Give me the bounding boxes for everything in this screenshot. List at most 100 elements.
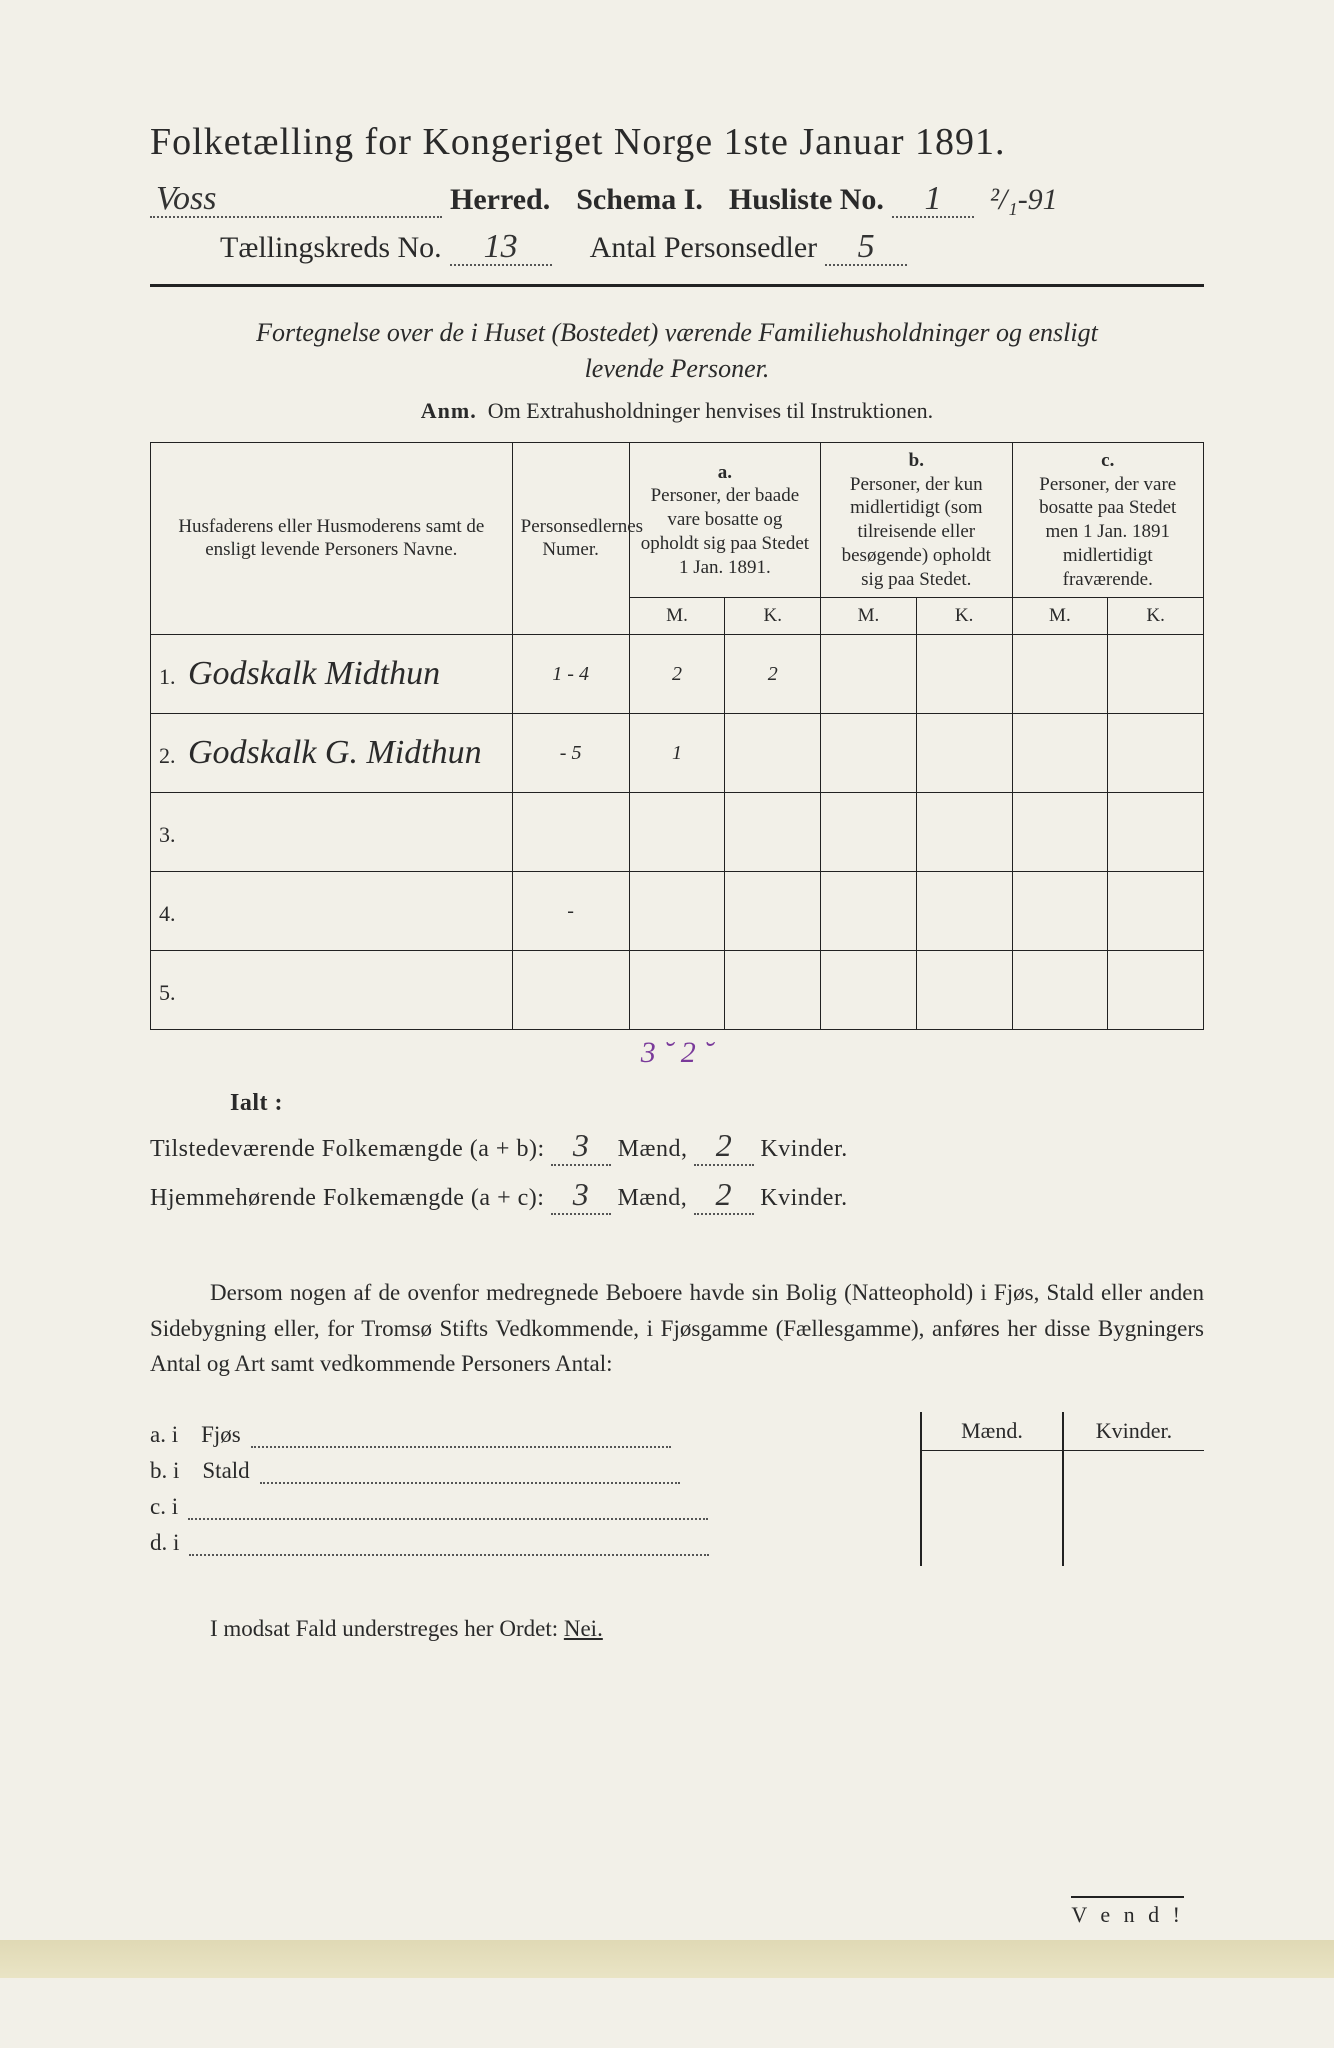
sub-table: a. i Fjøs b. i Stald c. i d. i Mænd. Kvi… <box>150 1412 1204 1566</box>
row-num: 2. <box>159 743 183 769</box>
cell <box>1108 714 1204 793</box>
sub-c-key: c. i <box>150 1494 178 1519</box>
totals-line-1: Tilstedeværende Folkemængde (a + b): 3 M… <box>150 1127 1204 1166</box>
cell <box>916 872 1012 951</box>
cell: 2 <box>725 635 821 714</box>
cell: 2 <box>629 635 725 714</box>
sub-b-key: b. i <box>150 1458 179 1483</box>
ialt-purple: 3 ˘ 2 ˘ <box>150 1036 1204 1070</box>
nei-word: Nei. <box>564 1616 603 1641</box>
sub-maend-header: Mænd. <box>922 1412 1062 1451</box>
antal-value: 5 <box>825 230 907 266</box>
row-name: Godskalk G. Midthun <box>188 734 482 771</box>
table-row: 5. <box>151 951 1204 1030</box>
line2-k: 2 <box>694 1176 754 1215</box>
husliste-label: Husliste No. <box>729 183 884 217</box>
table-row: 1. Godskalk Midthun 1 - 4 2 2 <box>151 635 1204 714</box>
nei-line: I modsat Fald understreges her Ordet: Ne… <box>150 1616 1204 1642</box>
sub-a-label: Fjøs <box>201 1422 241 1447</box>
cell <box>629 872 725 951</box>
husliste-no: 1 <box>892 182 974 218</box>
row-num: 4. <box>159 901 183 927</box>
col-c-header: c. Personer, der vare bosatte paa Stedet… <box>1012 442 1203 598</box>
line2-label: Hjemmehørende Folkemængde (a + c): <box>150 1185 544 1211</box>
census-form-page: Folketælling for Kongeriget Norge 1ste J… <box>0 0 1334 2048</box>
cell <box>916 635 1012 714</box>
cell <box>1108 951 1204 1030</box>
row-name: Godskalk Midthun <box>188 655 440 692</box>
vend-label: V e n d ! <box>1071 1896 1184 1928</box>
dots <box>189 1554 709 1556</box>
table-row: 2. Godskalk G. Midthun - 5 1 <box>151 714 1204 793</box>
cell <box>1108 635 1204 714</box>
schema-label: Schema I. <box>576 183 703 217</box>
c-k: K. <box>1108 598 1204 635</box>
kreds-label: Tællingskreds No. <box>220 231 442 265</box>
row-sedler: 1 - 4 <box>512 635 629 714</box>
sub-row-c: c. i <box>150 1494 920 1520</box>
line1-m: 3 <box>551 1127 611 1166</box>
subtitle-line1: Fortegnelse over de i Huset (Bostedet) v… <box>256 318 1098 347</box>
sub-col-kvinder: Kvinder. <box>1064 1412 1204 1566</box>
col-c-label: c. <box>1101 450 1114 471</box>
c-m: M. <box>1012 598 1108 635</box>
row-sedler <box>512 951 629 1030</box>
sub-b-label: Stald <box>202 1458 249 1483</box>
line1-k: 2 <box>694 1127 754 1166</box>
line2-m: 3 <box>551 1176 611 1215</box>
cell <box>916 951 1012 1030</box>
page-title: Folketælling for Kongeriget Norge 1ste J… <box>150 120 1204 164</box>
sub-kvinder-header: Kvinder. <box>1064 1412 1204 1451</box>
kvinder-label-2: Kvinder. <box>760 1185 847 1211</box>
cell <box>821 714 917 793</box>
date-fraction: ²/₁-91 <box>990 183 1058 217</box>
kreds-no: 13 <box>450 230 552 266</box>
antal-label: Antal Personsedler <box>590 231 817 265</box>
anm-label: Anm. <box>421 398 477 423</box>
sub-a-key: a. i <box>150 1422 178 1447</box>
sub-col-maend: Mænd. <box>922 1412 1064 1566</box>
instruction-paragraph: Dersom nogen af de ovenfor medregnede Be… <box>150 1275 1204 1382</box>
header-row-2: Tællingskreds No. 13 Antal Personsedler … <box>220 230 1204 266</box>
sub-row-d: d. i <box>150 1530 920 1556</box>
sub-d-key: d. i <box>150 1530 179 1555</box>
nei-pre: I modsat Fald understreges her Ordet: <box>210 1616 564 1641</box>
sub-left: a. i Fjøs b. i Stald c. i d. i <box>150 1412 920 1566</box>
row-num: 3. <box>159 822 183 848</box>
herred-label: Herred. <box>450 183 550 217</box>
b-m: M. <box>821 598 917 635</box>
cell <box>821 872 917 951</box>
cell <box>725 793 821 872</box>
b-k: K. <box>916 598 1012 635</box>
cell <box>1012 951 1108 1030</box>
subtitle-line2: levende Personer. <box>585 354 770 383</box>
col-b-header: b. Personer, der kun midlertidigt (som t… <box>821 442 1012 598</box>
row-sedler: - 5 <box>512 714 629 793</box>
census-table: Husfaderens eller Husmoderens samt de en… <box>150 442 1204 1030</box>
divider <box>150 284 1204 287</box>
col-b-label: b. <box>909 450 924 471</box>
cell <box>725 872 821 951</box>
maend-label: Mænd, <box>618 1136 688 1162</box>
cell <box>725 951 821 1030</box>
table-row: 3. <box>151 793 1204 872</box>
anm-text: Om Extrahusholdninger henvises til Instr… <box>488 398 933 423</box>
col-c-text: Personer, der vare bosatte paa Stedet me… <box>1039 474 1176 590</box>
cell <box>916 714 1012 793</box>
cell <box>1108 872 1204 951</box>
table-row: 4. - <box>151 872 1204 951</box>
cell <box>725 714 821 793</box>
subtitle: Fortegnelse over de i Huset (Bostedet) v… <box>150 315 1204 388</box>
cell <box>1012 872 1108 951</box>
herred-value: Voss <box>150 182 442 218</box>
cell <box>629 793 725 872</box>
cell <box>821 951 917 1030</box>
cell <box>916 793 1012 872</box>
ialt-label: Ialt : <box>230 1090 1204 1117</box>
line1-label: Tilstedeværende Folkemængde (a + b): <box>150 1136 545 1162</box>
row-num: 1. <box>159 664 183 690</box>
row-sedler <box>512 793 629 872</box>
cell: 1 <box>629 714 725 793</box>
a-k: K. <box>725 598 821 635</box>
cell <box>1012 714 1108 793</box>
